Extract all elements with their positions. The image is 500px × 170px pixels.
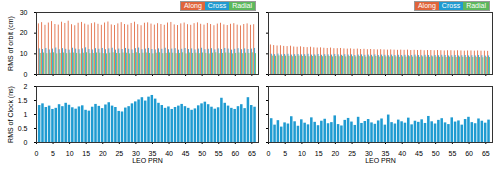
html-text:Radial: Radial: [466, 2, 486, 9]
svg-text:55: 55: [448, 150, 456, 157]
svg-text:LEO PRN: LEO PRN: [132, 157, 163, 164]
html-text:Along: Along: [184, 2, 202, 9]
svg-text:20: 20: [99, 150, 107, 157]
svg-text:0: 0: [24, 139, 28, 146]
svg-text:0: 0: [35, 150, 39, 157]
svg-text:2: 2: [24, 83, 28, 90]
svg-text:40: 40: [398, 150, 406, 157]
svg-text:50: 50: [432, 150, 440, 157]
svg-text:15: 15: [315, 150, 323, 157]
svg-text:30: 30: [364, 150, 373, 158]
svg-text:LEO PRN: LEO PRN: [365, 157, 396, 164]
svg-text:10: 10: [66, 150, 74, 157]
svg-text:5: 5: [51, 150, 55, 157]
svg-text:40: 40: [165, 150, 173, 157]
svg-text:0: 0: [267, 150, 271, 157]
svg-text:30: 30: [132, 150, 140, 158]
svg-text:1: 1: [24, 111, 28, 118]
html-text:Radial: Radial: [232, 2, 252, 9]
svg-text:RMS of Clock (ns): RMS of Clock (ns): [7, 86, 15, 143]
html-text:Cross: Cross: [441, 2, 461, 9]
svg-text:20: 20: [20, 29, 28, 36]
svg-text:60: 60: [231, 150, 239, 157]
svg-text:65: 65: [248, 150, 256, 157]
svg-text:60: 60: [465, 150, 473, 157]
svg-text:35: 35: [148, 150, 157, 158]
svg-text:0.5: 0.5: [18, 125, 28, 132]
svg-text:65: 65: [482, 150, 490, 157]
svg-text:30: 30: [20, 9, 28, 16]
html-text:Along: Along: [418, 2, 436, 9]
svg-text:55: 55: [215, 150, 223, 157]
svg-text:1.5: 1.5: [18, 97, 28, 104]
svg-text:35: 35: [381, 150, 390, 158]
svg-text:5: 5: [283, 150, 287, 157]
svg-text:10: 10: [20, 50, 28, 57]
svg-text:10: 10: [298, 150, 306, 157]
svg-text:45: 45: [182, 150, 190, 157]
svg-text:15: 15: [82, 150, 90, 157]
svg-text:45: 45: [415, 150, 423, 157]
svg-text:20: 20: [331, 150, 339, 157]
svg-text:50: 50: [198, 150, 206, 157]
html-text:Cross: Cross: [207, 2, 227, 9]
svg-text:25: 25: [348, 150, 356, 157]
svg-text:RMS of orbit (cm): RMS of orbit (cm): [7, 16, 15, 71]
svg-text:25: 25: [115, 150, 123, 157]
svg-text:0: 0: [24, 71, 28, 78]
